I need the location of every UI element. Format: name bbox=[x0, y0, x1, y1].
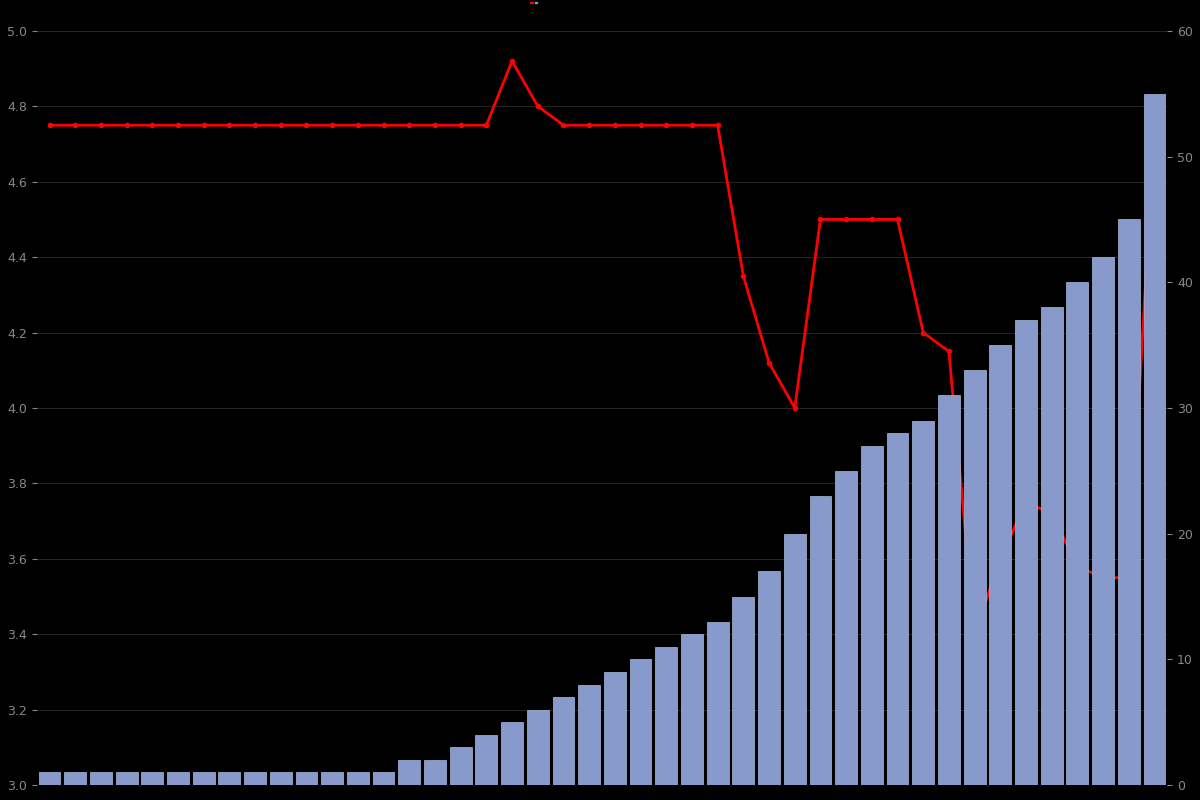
Bar bbox=[552, 697, 575, 785]
Bar bbox=[167, 773, 188, 785]
Bar bbox=[655, 646, 677, 785]
Bar bbox=[193, 773, 215, 785]
Bar bbox=[373, 773, 395, 785]
Bar bbox=[475, 734, 497, 785]
Bar bbox=[707, 622, 728, 785]
Bar bbox=[758, 571, 780, 785]
Bar bbox=[989, 345, 1012, 785]
Bar bbox=[578, 685, 600, 785]
Bar bbox=[835, 471, 857, 785]
Bar bbox=[938, 395, 960, 785]
Bar bbox=[142, 773, 163, 785]
Bar bbox=[1144, 94, 1165, 785]
Bar bbox=[424, 760, 446, 785]
Bar bbox=[218, 773, 240, 785]
Bar bbox=[630, 659, 652, 785]
Bar bbox=[732, 597, 755, 785]
Bar bbox=[682, 634, 703, 785]
Bar bbox=[1015, 320, 1037, 785]
Bar bbox=[604, 672, 625, 785]
Legend: , : , bbox=[529, 2, 539, 4]
Bar bbox=[1067, 282, 1088, 785]
Bar bbox=[810, 496, 832, 785]
Bar bbox=[295, 773, 318, 785]
Bar bbox=[270, 773, 292, 785]
Bar bbox=[65, 773, 86, 785]
Bar bbox=[527, 710, 548, 785]
Bar bbox=[860, 446, 883, 785]
Bar bbox=[347, 773, 368, 785]
Bar bbox=[38, 773, 60, 785]
Bar bbox=[1092, 257, 1114, 785]
Bar bbox=[502, 722, 523, 785]
Bar bbox=[912, 421, 934, 785]
Bar bbox=[964, 370, 985, 785]
Bar bbox=[244, 773, 266, 785]
Bar bbox=[1118, 219, 1140, 785]
Bar bbox=[1040, 307, 1063, 785]
Bar bbox=[322, 773, 343, 785]
Bar bbox=[90, 773, 112, 785]
Bar bbox=[784, 534, 805, 785]
Bar bbox=[887, 433, 908, 785]
Bar bbox=[398, 760, 420, 785]
Bar bbox=[115, 773, 138, 785]
Bar bbox=[450, 747, 472, 785]
